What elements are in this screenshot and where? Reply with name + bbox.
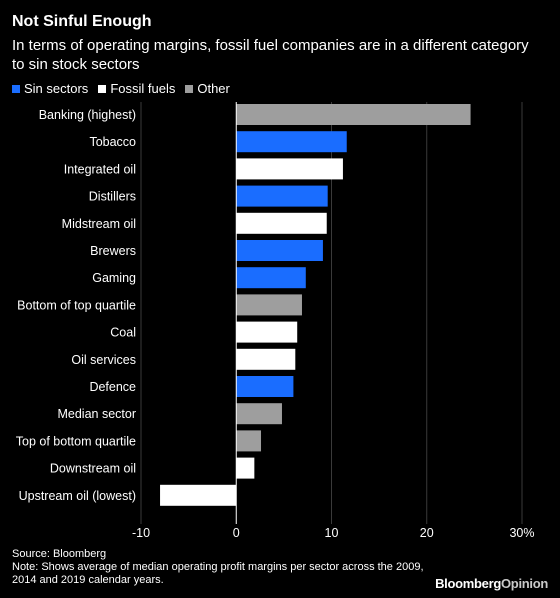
x-tick-label-4: 30% bbox=[509, 526, 534, 540]
bar-1 bbox=[236, 131, 347, 153]
chart-subtitle: In terms of operating margins, fossil fu… bbox=[12, 37, 529, 73]
logo-suffix: Opinion bbox=[501, 576, 548, 591]
bar-0 bbox=[236, 104, 471, 125]
category-label-8: Coal bbox=[110, 326, 136, 340]
bar-4 bbox=[236, 212, 327, 234]
category-label-4: Midstream oil bbox=[62, 217, 136, 231]
legend-item-sin: Sin sectors bbox=[12, 81, 88, 96]
chart-title: Not Sinful Enough bbox=[12, 13, 152, 30]
x-tick-label-2: 10 bbox=[325, 526, 339, 540]
legend-item-other: Other bbox=[185, 81, 230, 96]
category-label-12: Top of bottom quartile bbox=[16, 434, 136, 448]
bar-11 bbox=[236, 403, 282, 425]
category-label-14: Upstream oil (lowest) bbox=[19, 489, 136, 503]
category-label-1: Tobacco bbox=[89, 135, 136, 149]
source-note: Source: Bloomberg bbox=[12, 548, 107, 560]
x-tick-label-3: 20 bbox=[420, 526, 434, 540]
category-label-13: Downstream oil bbox=[50, 462, 136, 476]
legend-label-fossil: Fossil fuels bbox=[110, 81, 176, 96]
category-label-0: Banking (highest) bbox=[39, 108, 136, 122]
category-label-6: Gaming bbox=[92, 271, 136, 285]
bar-14 bbox=[160, 484, 237, 506]
legend-swatch-sin bbox=[12, 84, 20, 93]
bloomberg-opinion-logo: BloombergOpinion bbox=[435, 576, 548, 591]
category-label-10: Defence bbox=[89, 380, 136, 394]
legend-label-other: Other bbox=[197, 81, 230, 96]
legend-item-fossil: Fossil fuels bbox=[98, 81, 175, 96]
bar-chart: Banking (highest) Tobacco Integrated oil Di… bbox=[16, 102, 535, 540]
bar-2 bbox=[236, 158, 343, 180]
category-label-2: Integrated oil bbox=[64, 162, 136, 176]
bar-9 bbox=[236, 348, 296, 370]
logo-brand: Bloomberg bbox=[435, 576, 501, 591]
bar-3 bbox=[236, 185, 328, 207]
category-label-9: Oil services bbox=[71, 353, 136, 367]
methodology-note: Note: Shows average of median operating … bbox=[12, 561, 424, 586]
legend-swatch-fossil bbox=[98, 84, 107, 93]
category-label-3: Distillers bbox=[89, 190, 136, 204]
chart-footer: Source: Bloomberg Note: Shows average of… bbox=[12, 548, 432, 587]
bar-5 bbox=[236, 240, 323, 261]
bar-7 bbox=[236, 294, 302, 316]
legend: Sin sectors Fossil fuels Other bbox=[12, 81, 240, 96]
bar-12 bbox=[236, 430, 262, 452]
bar-8 bbox=[236, 321, 298, 343]
legend-label-sin: Sin sectors bbox=[24, 81, 89, 96]
category-label-11: Median sector bbox=[57, 407, 136, 421]
legend-swatch-other bbox=[185, 84, 194, 93]
x-tick-label-0: -10 bbox=[132, 526, 150, 540]
category-label-5: Brewers bbox=[90, 244, 136, 258]
bar-6 bbox=[236, 267, 306, 289]
category-label-7: Bottom of top quartile bbox=[17, 298, 136, 312]
bar-13 bbox=[236, 457, 255, 479]
x-tick-label-1: 0 bbox=[233, 526, 240, 540]
bar-10 bbox=[236, 376, 294, 397]
